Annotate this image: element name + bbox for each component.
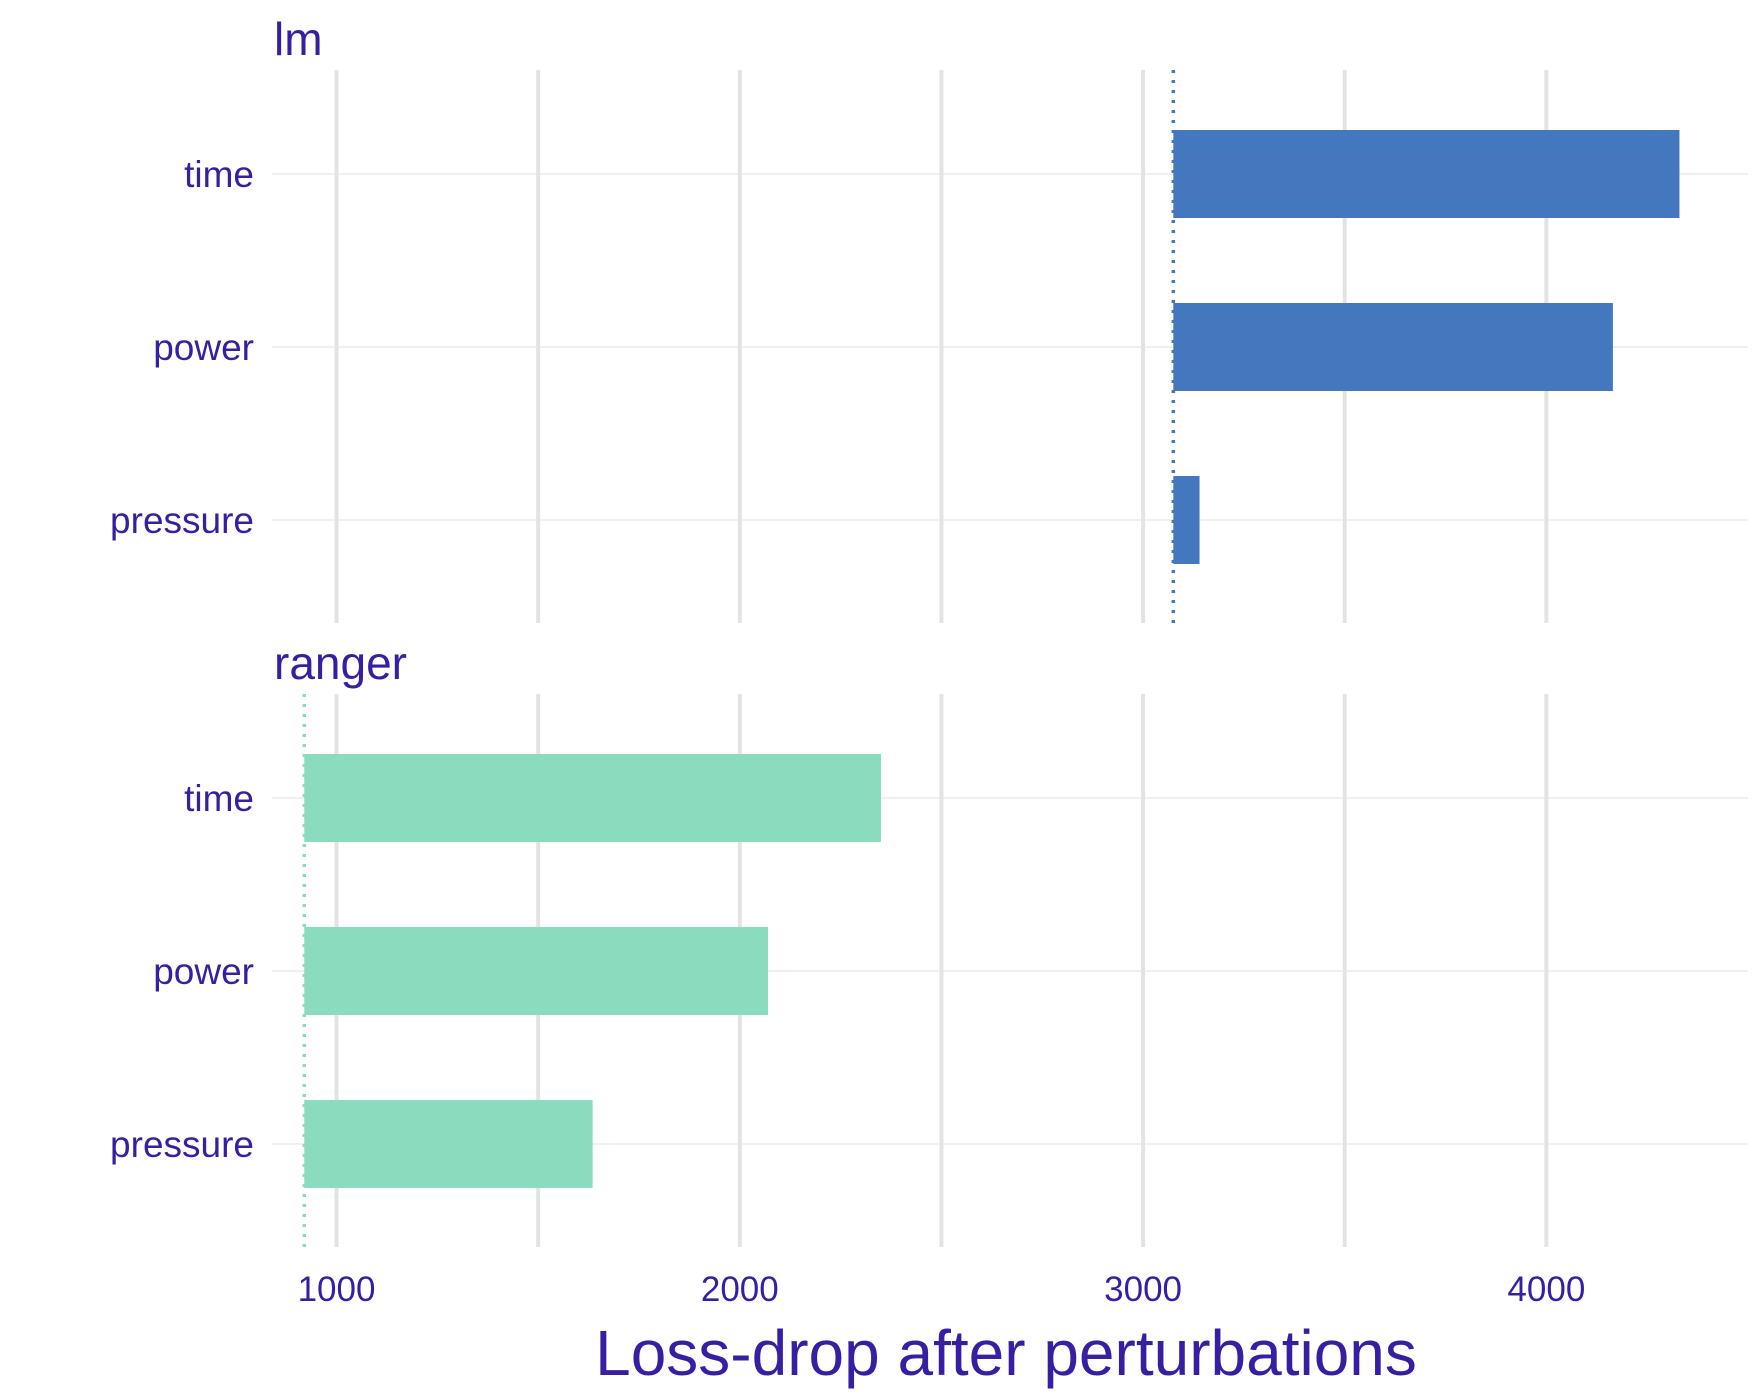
x-axis: 1000 2000 3000 4000 (298, 1270, 1586, 1309)
bar-lm-power (1173, 303, 1613, 391)
x-tick-label: 2000 (701, 1270, 779, 1309)
bar-ranger-time (304, 754, 881, 842)
category-label-pressure: pressure (110, 1124, 254, 1165)
category-label-pressure: pressure (110, 500, 254, 541)
panel-title-lm: lm (274, 13, 323, 65)
panel-title-ranger: ranger (274, 637, 407, 689)
category-label-time: time (184, 154, 254, 195)
category-label-time: time (184, 778, 254, 819)
x-tick-label: 1000 (298, 1270, 376, 1309)
x-axis-title: Loss-drop after perturbations (595, 1317, 1417, 1389)
bar-lm-pressure (1173, 476, 1200, 564)
x-tick-label: 4000 (1507, 1270, 1585, 1309)
bar-lm-time (1173, 130, 1680, 218)
chart-panels: time power pressure lm time power pressure rang… (110, 13, 1748, 1247)
bar-ranger-power (304, 927, 769, 1015)
category-label-power: power (153, 327, 254, 368)
category-label-power: power (153, 951, 254, 992)
panel-ranger: time power pressure ranger (110, 637, 1748, 1247)
x-tick-label: 3000 (1104, 1270, 1182, 1309)
panel-lm: time power pressure lm (110, 13, 1748, 623)
bar-ranger-pressure (304, 1100, 593, 1188)
